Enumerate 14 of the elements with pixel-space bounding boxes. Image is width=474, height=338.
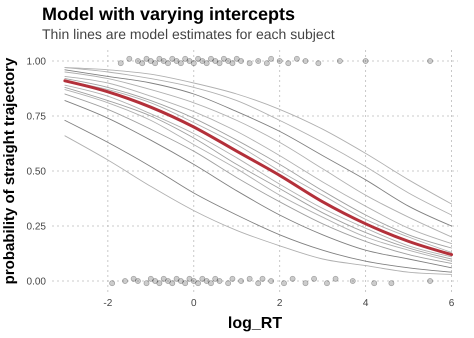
y-tick-label: 1.00	[26, 56, 46, 68]
y-tick-label: 0.75	[26, 112, 46, 122]
x-tick-label: 0	[190, 298, 197, 309]
x-tick-label: 6	[448, 298, 455, 309]
x-tick-label: 4	[362, 298, 369, 309]
y-tick-label: 0.25	[26, 222, 46, 232]
x-tick-label: -2	[103, 298, 113, 309]
x-tick-label: 2	[276, 298, 283, 309]
y-axis-title: probability of straight trajectory	[1, 56, 18, 284]
y-tick-label: 0.00	[26, 276, 46, 288]
x-axis-title: log_RT	[228, 315, 282, 332]
y-tick-label: 0.50	[26, 166, 46, 178]
chart-subtitle: Thin lines are model estimates for each subject	[42, 26, 335, 42]
chart-title: Model with varying intercepts	[42, 4, 296, 24]
